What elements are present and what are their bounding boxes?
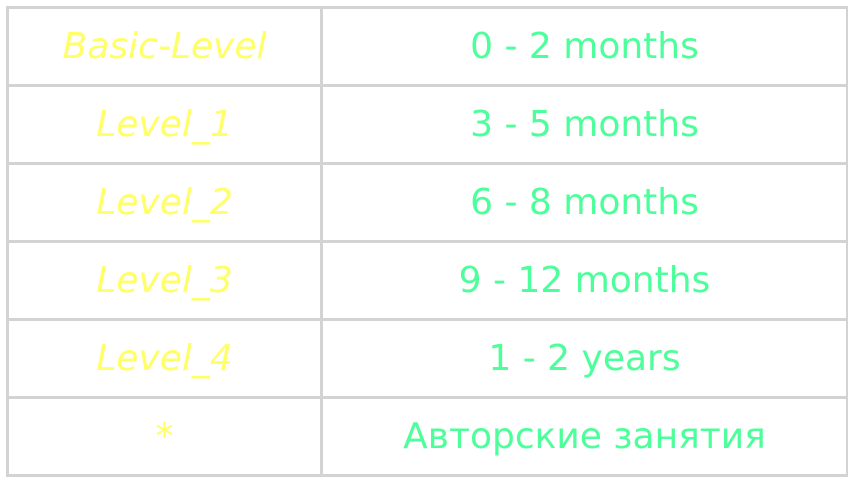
level-cell: Level_4 bbox=[6, 318, 323, 399]
duration-cell: 9 - 12 months bbox=[320, 240, 848, 321]
table-row: Basic-Level 0 - 2 months bbox=[6, 6, 848, 87]
levels-table-container: Basic-Level 0 - 2 months Level_1 3 - 5 m… bbox=[6, 6, 848, 477]
duration-cell: 1 - 2 years bbox=[320, 318, 848, 399]
level-cell: Level_2 bbox=[6, 162, 323, 243]
table-row: Level_3 9 - 12 months bbox=[6, 240, 848, 321]
level-cell: Level_3 bbox=[6, 240, 323, 321]
level-cell: Level_1 bbox=[6, 84, 323, 165]
table-row: Level_1 3 - 5 months bbox=[6, 84, 848, 165]
duration-cell: 0 - 2 months bbox=[320, 6, 848, 87]
table-row: Level_2 6 - 8 months bbox=[6, 162, 848, 243]
level-cell: * bbox=[6, 396, 323, 477]
levels-table: Basic-Level 0 - 2 months Level_1 3 - 5 m… bbox=[6, 6, 848, 477]
table-row: * Авторские занятия bbox=[6, 396, 848, 477]
level-cell: Basic-Level bbox=[6, 6, 323, 87]
table-row: Level_4 1 - 2 years bbox=[6, 318, 848, 399]
duration-cell: 3 - 5 months bbox=[320, 84, 848, 165]
duration-cell: 6 - 8 months bbox=[320, 162, 848, 243]
duration-cell: Авторские занятия bbox=[320, 396, 848, 477]
